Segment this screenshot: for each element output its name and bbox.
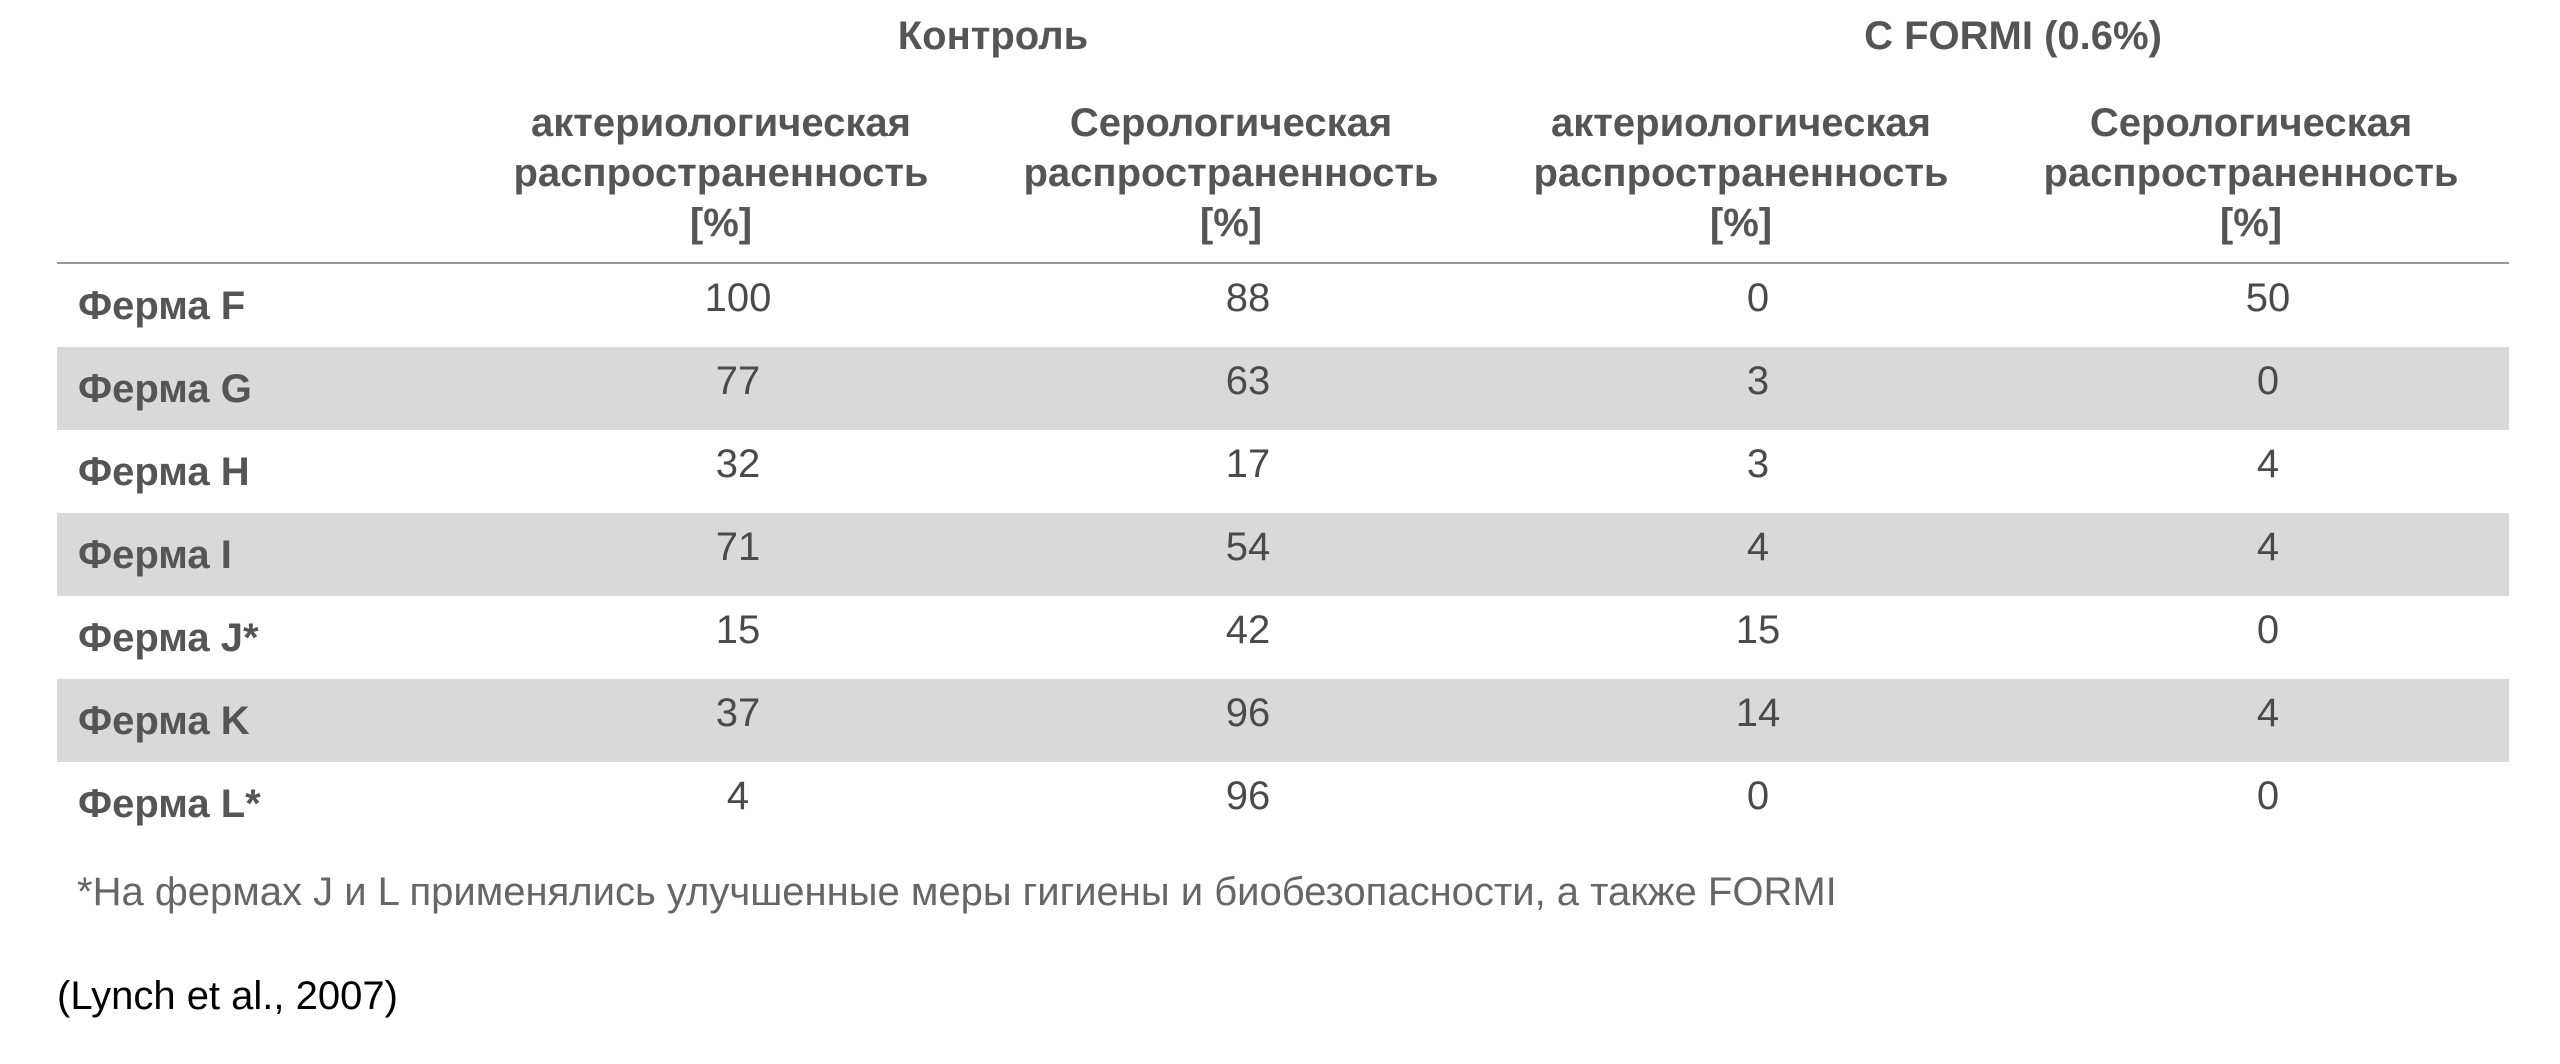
table-cell: 17 <box>1225 442 1271 486</box>
column-header: Серологическая распространенность [%] <box>1996 98 2506 248</box>
table-cell: 0 <box>2256 359 2280 403</box>
column-header-line: [%] <box>689 201 753 245</box>
column-header-line: распространенность <box>2043 151 2459 195</box>
table-cell: 14 <box>1735 691 1781 735</box>
column-header-line: Серологическая <box>1069 101 1393 145</box>
table-cell: 63 <box>1225 359 1271 403</box>
row-label: Ферма I <box>78 533 232 577</box>
table-cell: 96 <box>1225 691 1271 735</box>
group-header-formi: C FORMI (0.6%) <box>1864 14 2162 58</box>
table-row: Ферма I 71 54 4 4 <box>57 513 2509 596</box>
table-cell: 88 <box>1225 276 1271 320</box>
table-cell: 37 <box>715 691 761 735</box>
row-label: Ферма G <box>78 367 252 411</box>
table-cell: 4 <box>1746 525 1770 569</box>
column-header: актериологическая распространенность [%] <box>466 98 976 248</box>
column-header-line: [%] <box>2219 201 2283 245</box>
table-row: Ферма K 37 96 14 4 <box>57 679 2509 762</box>
table-body: Ферма F 100 88 0 50 Ферма G 77 63 3 0 Фе… <box>57 264 2509 845</box>
column-header-line: [%] <box>1199 201 1263 245</box>
table-cell: 0 <box>2256 608 2280 652</box>
row-label: Ферма H <box>78 450 250 494</box>
table-cell: 32 <box>715 442 761 486</box>
table-cell: 15 <box>1735 608 1781 652</box>
table-cell: 0 <box>1746 774 1770 818</box>
table-cell: 96 <box>1225 774 1271 818</box>
table-cell: 77 <box>715 359 761 403</box>
row-label: Ферма F <box>78 284 246 328</box>
table-cell: 100 <box>704 276 772 320</box>
table-cell: 0 <box>2256 774 2280 818</box>
row-label: Ферма L* <box>78 782 261 826</box>
group-header-control: Контроль <box>897 14 1089 58</box>
table-row: Ферма F 100 88 0 50 <box>57 264 2509 347</box>
table-cell: 0 <box>1746 276 1770 320</box>
column-header-line: [%] <box>1709 201 1773 245</box>
column-header-line: актериологическая <box>1551 101 1931 145</box>
table-cell: 42 <box>1225 608 1271 652</box>
source-citation: (Lynch et al., 2007) <box>57 974 398 1018</box>
column-header: Серологическая распространенность [%] <box>976 98 1486 248</box>
column-header-line: распространенность <box>1533 151 1949 195</box>
table-row: Ферма G 77 63 3 0 <box>57 347 2509 430</box>
column-header-line: актериологическая <box>531 101 911 145</box>
footnote: *На фермах J и L применялись улучшенные … <box>77 870 1837 914</box>
column-header-line: распространенность <box>1023 151 1439 195</box>
table-row: Ферма H 32 17 3 4 <box>57 430 2509 513</box>
column-header-line: Серологическая <box>2089 101 2413 145</box>
table-cell: 3 <box>1746 442 1770 486</box>
table-row: Ферма J* 15 42 15 0 <box>57 596 2509 679</box>
table-cell: 4 <box>2256 691 2280 735</box>
column-header: актериологическая распространенность [%] <box>1486 98 1996 248</box>
table-cell: 15 <box>715 608 761 652</box>
row-label: Ферма J* <box>78 616 259 660</box>
column-header-line: распространенность <box>513 151 929 195</box>
table-cell: 50 <box>2245 276 2291 320</box>
header-divider <box>57 262 2509 264</box>
table-cell: 54 <box>1225 525 1271 569</box>
table-cell: 4 <box>726 774 750 818</box>
row-label: Ферма K <box>78 699 250 743</box>
table-cell: 71 <box>715 525 761 569</box>
table-row: Ферма L* 4 96 0 0 <box>57 762 2509 845</box>
table-cell: 3 <box>1746 359 1770 403</box>
table-cell: 4 <box>2256 525 2280 569</box>
table-cell: 4 <box>2256 442 2280 486</box>
